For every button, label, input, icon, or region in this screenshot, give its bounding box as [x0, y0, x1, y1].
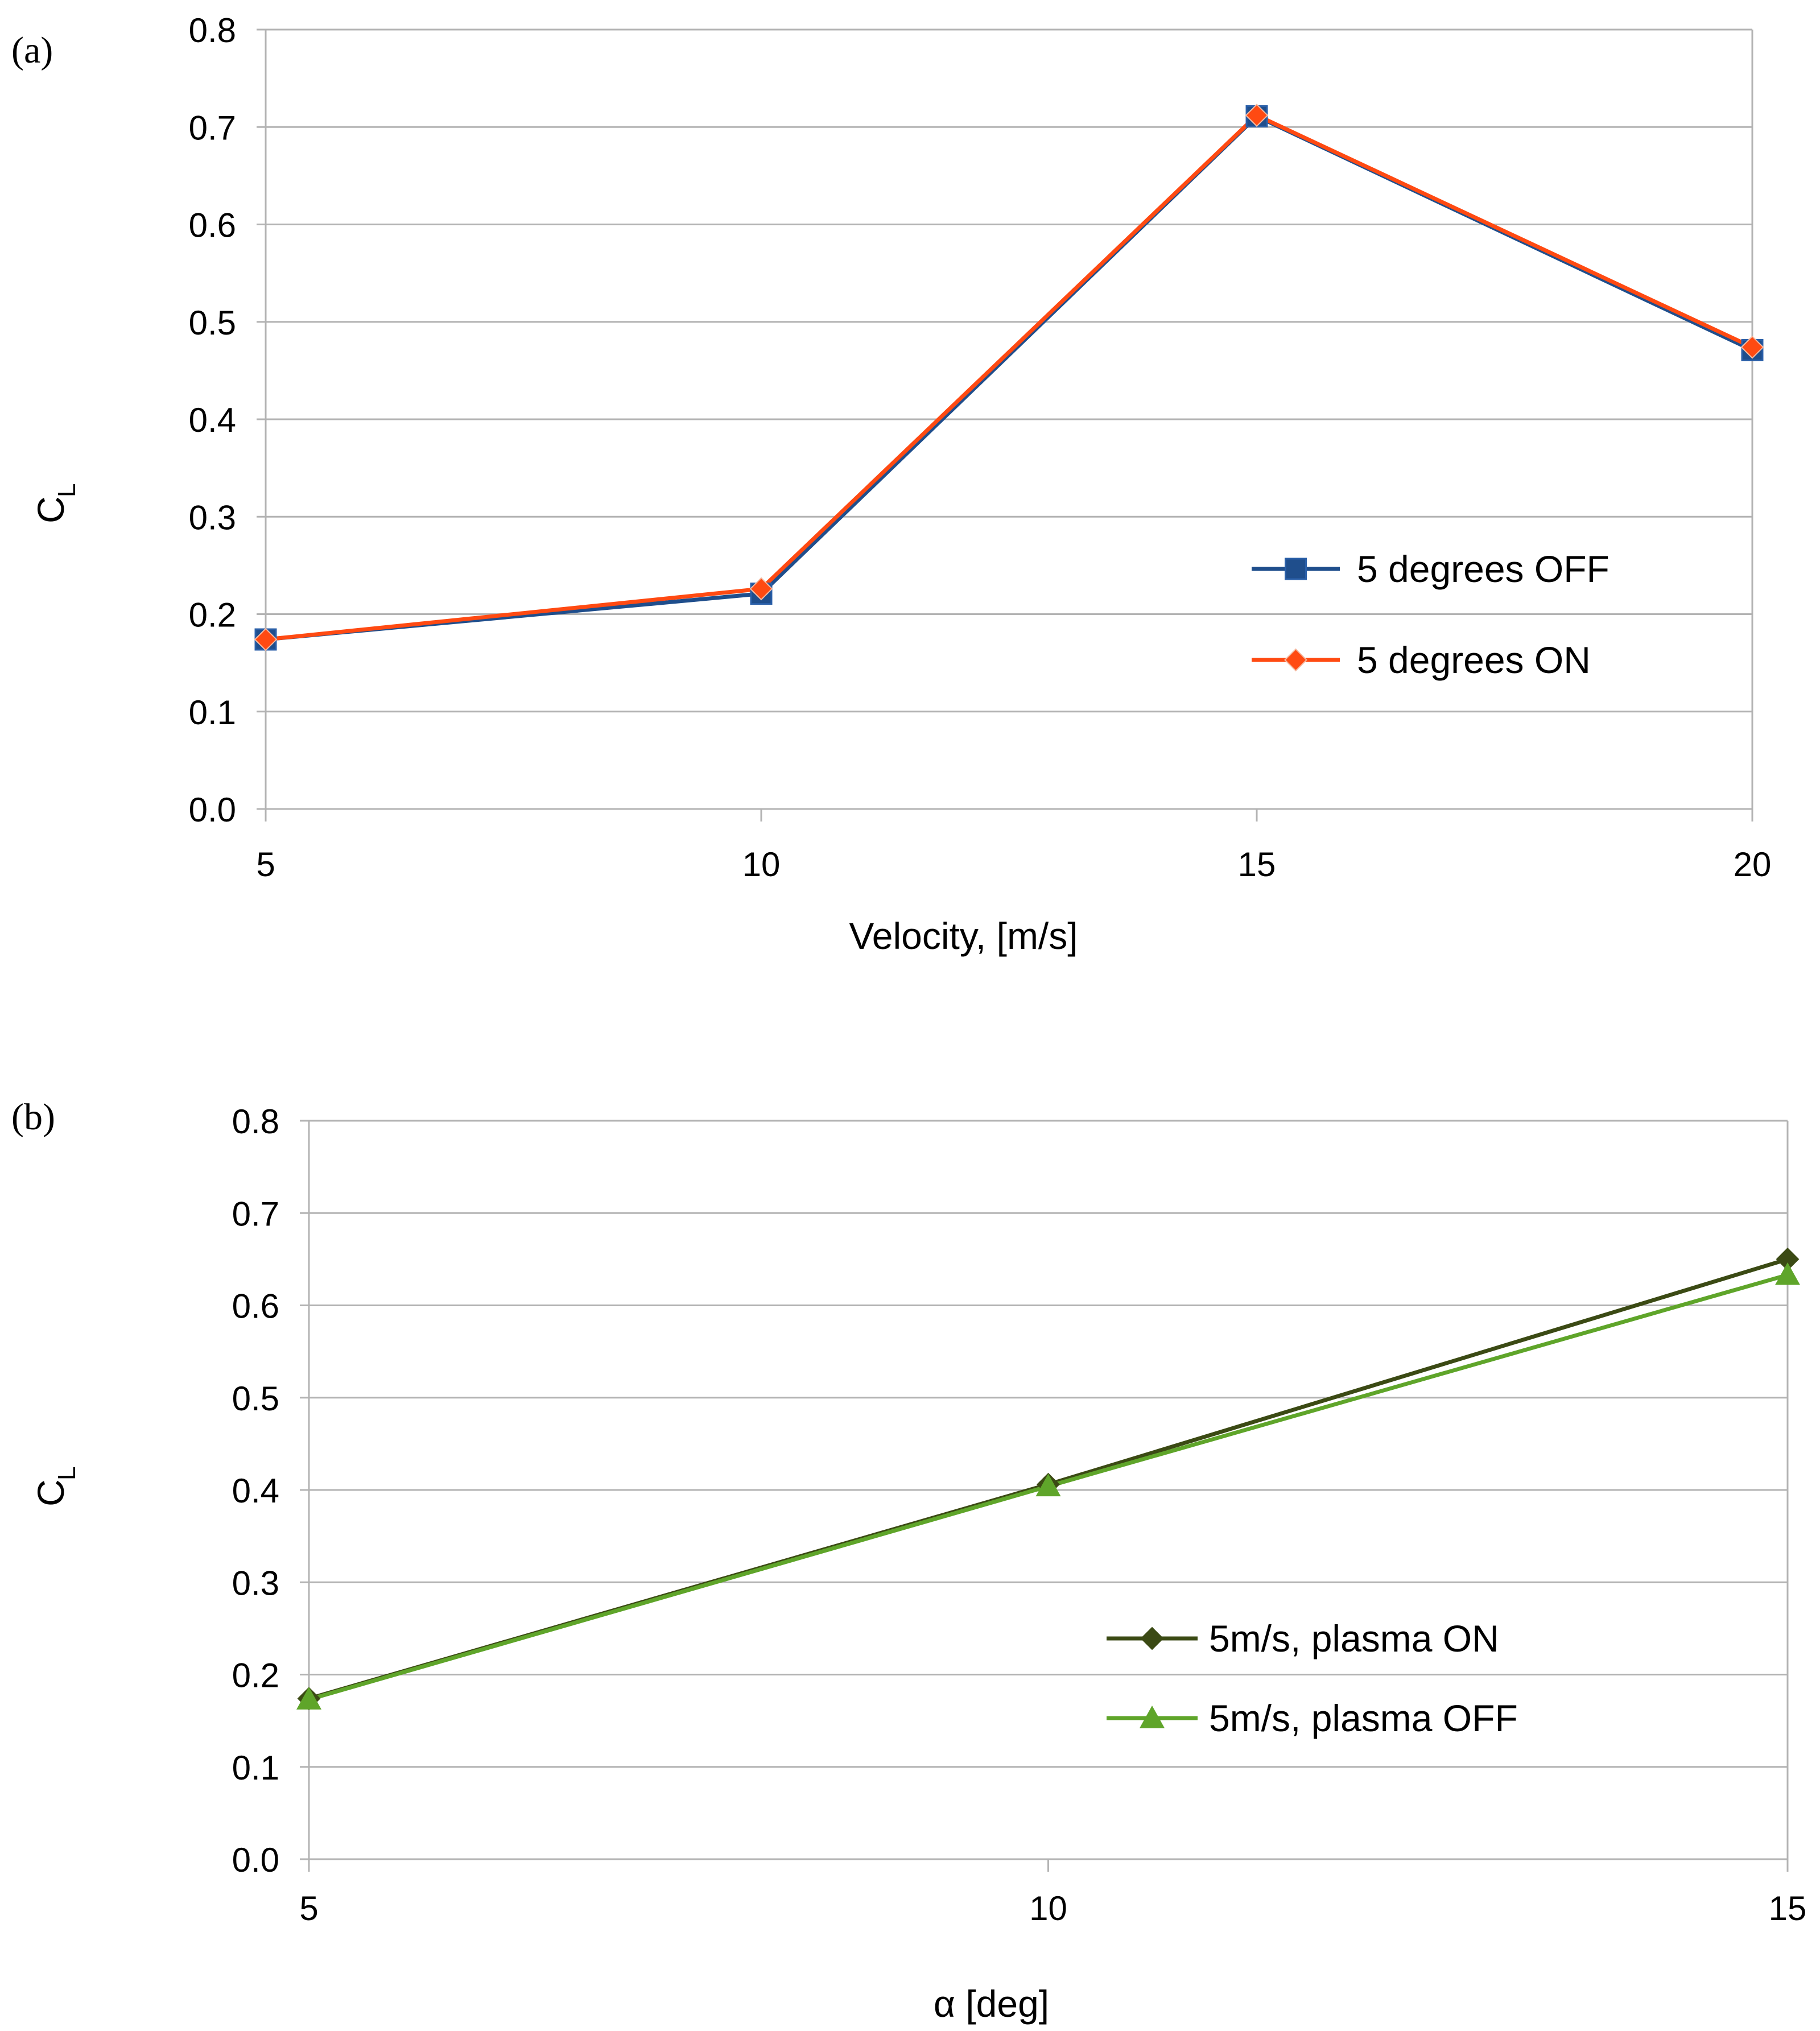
x-tick-label: 10 — [1029, 1889, 1067, 1927]
y-tick-label: 0.6 — [232, 1287, 279, 1326]
y-tick-label: 0.1 — [232, 1749, 279, 1787]
y-axis-title-main: C — [30, 1479, 72, 1506]
legend-label: 5 degrees ON — [1357, 639, 1591, 681]
y-axis-title-subscript: L — [53, 1467, 81, 1480]
data-point — [749, 577, 773, 601]
x-tick-label: 5 — [256, 845, 275, 884]
y-tick-label: 0.2 — [189, 596, 236, 634]
y-tick-label: 0.1 — [189, 693, 236, 732]
y-axis-title-subscript: L — [53, 484, 81, 497]
legend-entry: 5 degrees ON — [1252, 639, 1591, 681]
y-tick-label: 0.7 — [232, 1195, 279, 1233]
chart-panel-a: 0.0 0.1 0.2 0.3 0.4 0.5 0.6 0.7 0.8 5 10 15 20 (a) Vel… — [11, 11, 1771, 957]
y-tick-label: 0.4 — [189, 401, 236, 439]
series-line-1 — [265, 113, 1753, 642]
y-tick-label: 0.0 — [189, 791, 236, 829]
legend-label: 5m/s, plasma OFF — [1209, 1697, 1518, 1739]
legend-swatch-marker — [1140, 1706, 1165, 1728]
data-point — [1775, 1262, 1800, 1285]
y-tick-label: 0.6 — [189, 207, 236, 245]
legend-swatch-marker — [1284, 648, 1307, 672]
y-tick-label: 0.2 — [232, 1657, 279, 1695]
y-tick-label: 0.0 — [232, 1841, 279, 1879]
y-tick-label: 0.5 — [232, 1380, 279, 1418]
data-point — [1035, 1473, 1061, 1497]
panel-label: (a) — [11, 30, 53, 71]
legend-entry: 5 degrees OFF — [1252, 548, 1609, 590]
y-tick-label: 0.8 — [232, 1103, 279, 1141]
x-tick-label: 15 — [1769, 1889, 1807, 1927]
x-tick-label: 10 — [742, 845, 781, 884]
data-point — [1245, 104, 1269, 127]
data-point — [254, 628, 278, 651]
y-axis-title-main: C — [30, 496, 72, 523]
x-axis-title: α [deg] — [934, 1983, 1049, 2025]
chart-panel-b: 0.0 0.1 0.2 0.3 0.4 0.5 0.6 0.7 0.8 5 10 15 (b) α [de… — [11, 1096, 1806, 2025]
legend-entry: 5m/s, plasma OFF — [1107, 1697, 1518, 1739]
data-point — [1740, 335, 1764, 359]
y-tick-label: 0.3 — [189, 498, 236, 536]
y-axis-title: CL — [30, 1467, 81, 1506]
panel-label: (b) — [11, 1096, 55, 1138]
y-tick-label: 0.8 — [189, 11, 236, 49]
data-point — [296, 1687, 321, 1710]
y-tick-label: 0.3 — [232, 1564, 279, 1602]
x-tick-label: 5 — [299, 1889, 318, 1927]
legend-label: 5m/s, plasma ON — [1209, 1617, 1499, 1660]
y-tick-label: 0.7 — [189, 109, 236, 147]
x-axis-title: Velocity, [m/s] — [849, 915, 1078, 957]
legend-label: 5 degrees OFF — [1357, 548, 1609, 590]
y-axis-title: CL — [30, 484, 81, 523]
x-tick-label: 15 — [1238, 845, 1276, 884]
y-tick-label: 0.4 — [232, 1472, 279, 1510]
legend-entry: 5m/s, plasma ON — [1107, 1617, 1499, 1660]
x-tick-label: 20 — [1734, 845, 1772, 884]
legend-swatch-marker — [1285, 558, 1307, 580]
y-tick-label: 0.5 — [189, 304, 236, 342]
legend-swatch-marker — [1140, 1627, 1164, 1650]
